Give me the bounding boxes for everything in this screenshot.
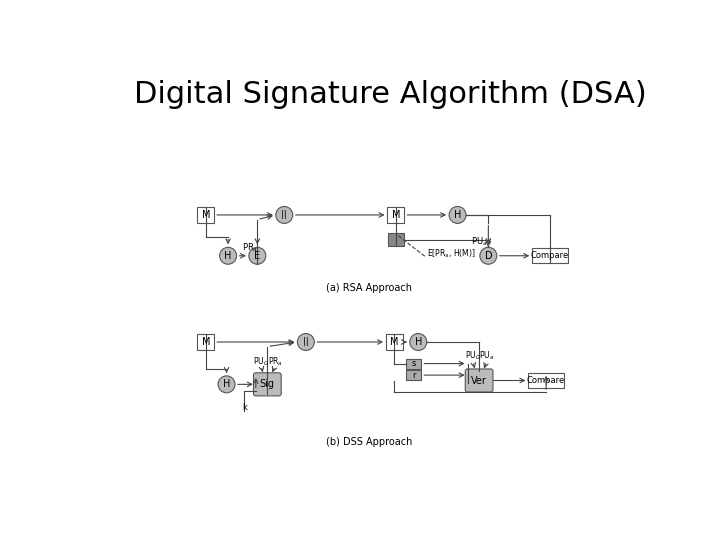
FancyBboxPatch shape — [465, 369, 493, 392]
Circle shape — [220, 247, 237, 264]
Text: H: H — [223, 379, 230, 389]
Text: ||: || — [303, 338, 309, 347]
Text: E: E — [254, 251, 261, 261]
FancyBboxPatch shape — [406, 370, 421, 380]
Text: M: M — [202, 337, 210, 347]
FancyBboxPatch shape — [406, 359, 421, 369]
Text: s: s — [411, 359, 416, 368]
FancyBboxPatch shape — [387, 207, 405, 222]
FancyBboxPatch shape — [253, 373, 282, 396]
Text: M: M — [390, 337, 399, 347]
Text: k: k — [242, 403, 247, 412]
Text: H: H — [415, 337, 422, 347]
FancyBboxPatch shape — [197, 334, 215, 350]
Text: PU$_a$: PU$_a$ — [480, 349, 495, 362]
Circle shape — [276, 206, 293, 224]
Text: D: D — [485, 251, 492, 261]
Circle shape — [449, 206, 466, 224]
FancyBboxPatch shape — [386, 334, 403, 350]
FancyBboxPatch shape — [532, 248, 567, 264]
Text: PU$_G$: PU$_G$ — [465, 349, 481, 362]
Circle shape — [249, 247, 266, 264]
Circle shape — [218, 376, 235, 393]
Text: M: M — [202, 210, 210, 220]
Text: E[PR$_a$, H(M)]: E[PR$_a$, H(M)] — [427, 247, 475, 260]
Text: Sig: Sig — [260, 379, 275, 389]
Text: H: H — [225, 251, 232, 261]
Text: H: H — [454, 210, 462, 220]
Circle shape — [410, 334, 427, 350]
Text: ||: || — [282, 211, 287, 219]
Text: Ver: Ver — [471, 375, 487, 386]
Circle shape — [297, 334, 315, 350]
Text: PU$_G$: PU$_G$ — [253, 355, 269, 368]
Text: PR$_a$: PR$_a$ — [242, 242, 258, 254]
Text: Compare: Compare — [531, 251, 569, 260]
FancyBboxPatch shape — [388, 233, 404, 246]
Text: PR$_a$: PR$_a$ — [268, 355, 282, 368]
FancyBboxPatch shape — [197, 207, 215, 222]
Text: M: M — [392, 210, 400, 220]
Text: r: r — [412, 370, 415, 380]
Text: (b) DSS Approach: (b) DSS Approach — [326, 437, 412, 447]
FancyBboxPatch shape — [528, 373, 564, 388]
Text: (a) RSA Approach: (a) RSA Approach — [326, 283, 412, 293]
Text: Digital Signature Algorithm (DSA): Digital Signature Algorithm (DSA) — [134, 80, 647, 109]
Text: Compare: Compare — [527, 376, 565, 385]
Circle shape — [480, 247, 497, 264]
Text: PU$_a$: PU$_a$ — [471, 235, 487, 248]
